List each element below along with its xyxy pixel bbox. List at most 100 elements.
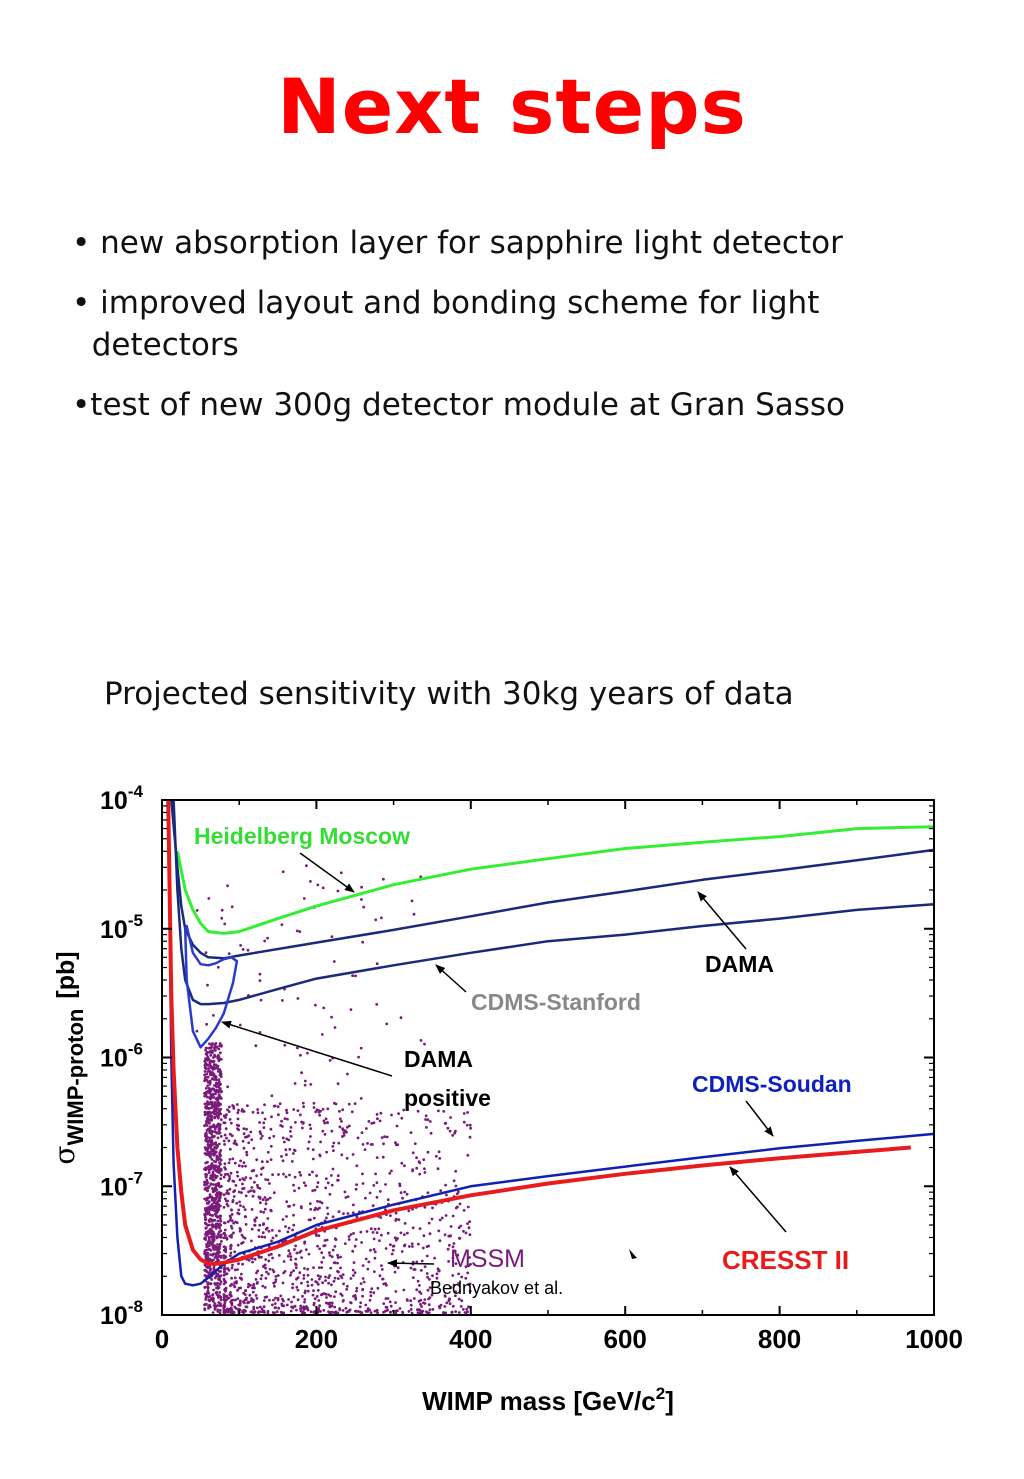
mssm-point xyxy=(401,1311,405,1315)
mssm-point xyxy=(207,1295,211,1299)
mssm-point xyxy=(256,1108,260,1111)
mssm-point xyxy=(435,1276,439,1280)
mssm-point xyxy=(330,1304,334,1308)
mssm-point xyxy=(296,1046,299,1050)
mssm-point xyxy=(352,1274,355,1277)
mssm-point xyxy=(306,1051,309,1055)
mssm-point xyxy=(219,1135,223,1138)
mssm-point xyxy=(270,1228,274,1232)
mssm-point xyxy=(336,1277,340,1280)
mssm-point xyxy=(316,1274,320,1278)
mssm-point xyxy=(292,1203,296,1207)
mssm-point xyxy=(238,1299,242,1303)
mssm-point xyxy=(436,1167,440,1171)
mssm-point xyxy=(203,1285,207,1289)
mssm-point xyxy=(371,1204,375,1208)
mssm-point xyxy=(228,1105,231,1109)
mssm-point xyxy=(403,1222,407,1225)
mssm-point xyxy=(206,1181,209,1185)
mssm-point xyxy=(206,1127,210,1131)
mssm-point xyxy=(208,1080,212,1084)
mssm-point xyxy=(207,1067,211,1070)
mssm-point xyxy=(256,1183,259,1187)
mssm-point xyxy=(236,1297,240,1300)
mssm-point xyxy=(205,1072,209,1076)
mssm-point xyxy=(247,1190,250,1194)
mssm-point xyxy=(206,1114,210,1118)
mssm-point xyxy=(420,1305,423,1308)
mssm-point xyxy=(226,1220,230,1224)
mssm-point xyxy=(399,1231,403,1235)
mssm-point xyxy=(222,1273,226,1277)
mssm-point xyxy=(444,1214,448,1217)
mssm-point xyxy=(394,1311,398,1315)
mssm-point xyxy=(292,1152,295,1155)
mssm-point xyxy=(242,1132,246,1136)
mssm-point xyxy=(207,1171,211,1174)
mssm-point xyxy=(255,1297,259,1300)
mssm-point xyxy=(216,1222,219,1226)
mssm-point xyxy=(385,1306,389,1309)
mssm-point xyxy=(327,1251,331,1254)
mssm-point xyxy=(301,1311,304,1315)
mssm-point xyxy=(261,1309,265,1313)
mssm-point xyxy=(260,1255,263,1259)
mssm-point xyxy=(318,1304,321,1308)
mssm-point xyxy=(281,1125,284,1128)
mssm-point xyxy=(210,1135,214,1139)
mssm-point xyxy=(211,1311,215,1314)
mssm-point xyxy=(216,1107,220,1111)
mssm-point xyxy=(227,1308,231,1311)
x-tick-label: 400 xyxy=(449,1324,492,1354)
mssm-point xyxy=(250,1208,254,1211)
mssm-point xyxy=(281,1218,285,1221)
arrow-cdms-soudan xyxy=(745,1100,774,1137)
mssm-point xyxy=(361,940,365,944)
mssm-point xyxy=(258,1121,261,1124)
mssm-point xyxy=(219,1236,223,1239)
axes: 0 200 400 600 800 1000 10-4 10-5 10-6 10-7 10-8 xyxy=(100,782,963,1354)
mssm-point xyxy=(467,1226,471,1230)
mssm-point xyxy=(219,1280,223,1284)
mssm-point xyxy=(402,1288,406,1292)
mssm-point xyxy=(455,1192,459,1196)
mssm-point xyxy=(383,1135,386,1138)
mssm-point xyxy=(375,1195,379,1199)
mssm-point xyxy=(324,1292,328,1296)
mssm-point xyxy=(330,1301,334,1305)
sensitivity-chart: 0 200 400 600 800 1000 10-4 10-5 10-6 10-7 10-8 He… xyxy=(48,782,963,1416)
mssm-point xyxy=(207,1102,211,1105)
mssm-point xyxy=(273,1302,277,1305)
mssm-point xyxy=(212,1232,216,1236)
arrow-mssm xyxy=(387,1259,435,1268)
mssm-point xyxy=(283,1270,287,1273)
mssm-point xyxy=(372,1291,376,1295)
mssm-point xyxy=(386,1198,390,1202)
mssm-point xyxy=(422,1158,426,1161)
mssm-point xyxy=(292,1183,295,1187)
mssm-point xyxy=(213,1048,217,1052)
mssm-point xyxy=(300,1071,303,1075)
mssm-point xyxy=(204,1186,208,1190)
mssm-point xyxy=(214,1169,218,1173)
mssm-point xyxy=(382,877,385,881)
mssm-point xyxy=(266,1178,270,1182)
mssm-point xyxy=(464,1276,468,1280)
mssm-point xyxy=(218,1311,222,1315)
mssm-point xyxy=(208,1060,212,1064)
mssm-point xyxy=(264,1198,268,1202)
mssm-point xyxy=(242,1235,245,1239)
mssm-point xyxy=(315,1185,319,1189)
mssm-point xyxy=(265,1295,269,1299)
mssm-point xyxy=(261,1111,264,1115)
mssm-point xyxy=(220,1185,223,1188)
mssm-point xyxy=(276,1274,280,1277)
mssm-point xyxy=(228,1147,232,1151)
mssm-point xyxy=(217,1080,221,1084)
mssm-point xyxy=(466,1222,469,1225)
mssm-point xyxy=(251,1286,254,1290)
mssm-point xyxy=(205,1095,209,1099)
mssm-point xyxy=(209,1177,213,1180)
mssm-point xyxy=(233,1281,237,1285)
mssm-point xyxy=(206,1202,210,1205)
